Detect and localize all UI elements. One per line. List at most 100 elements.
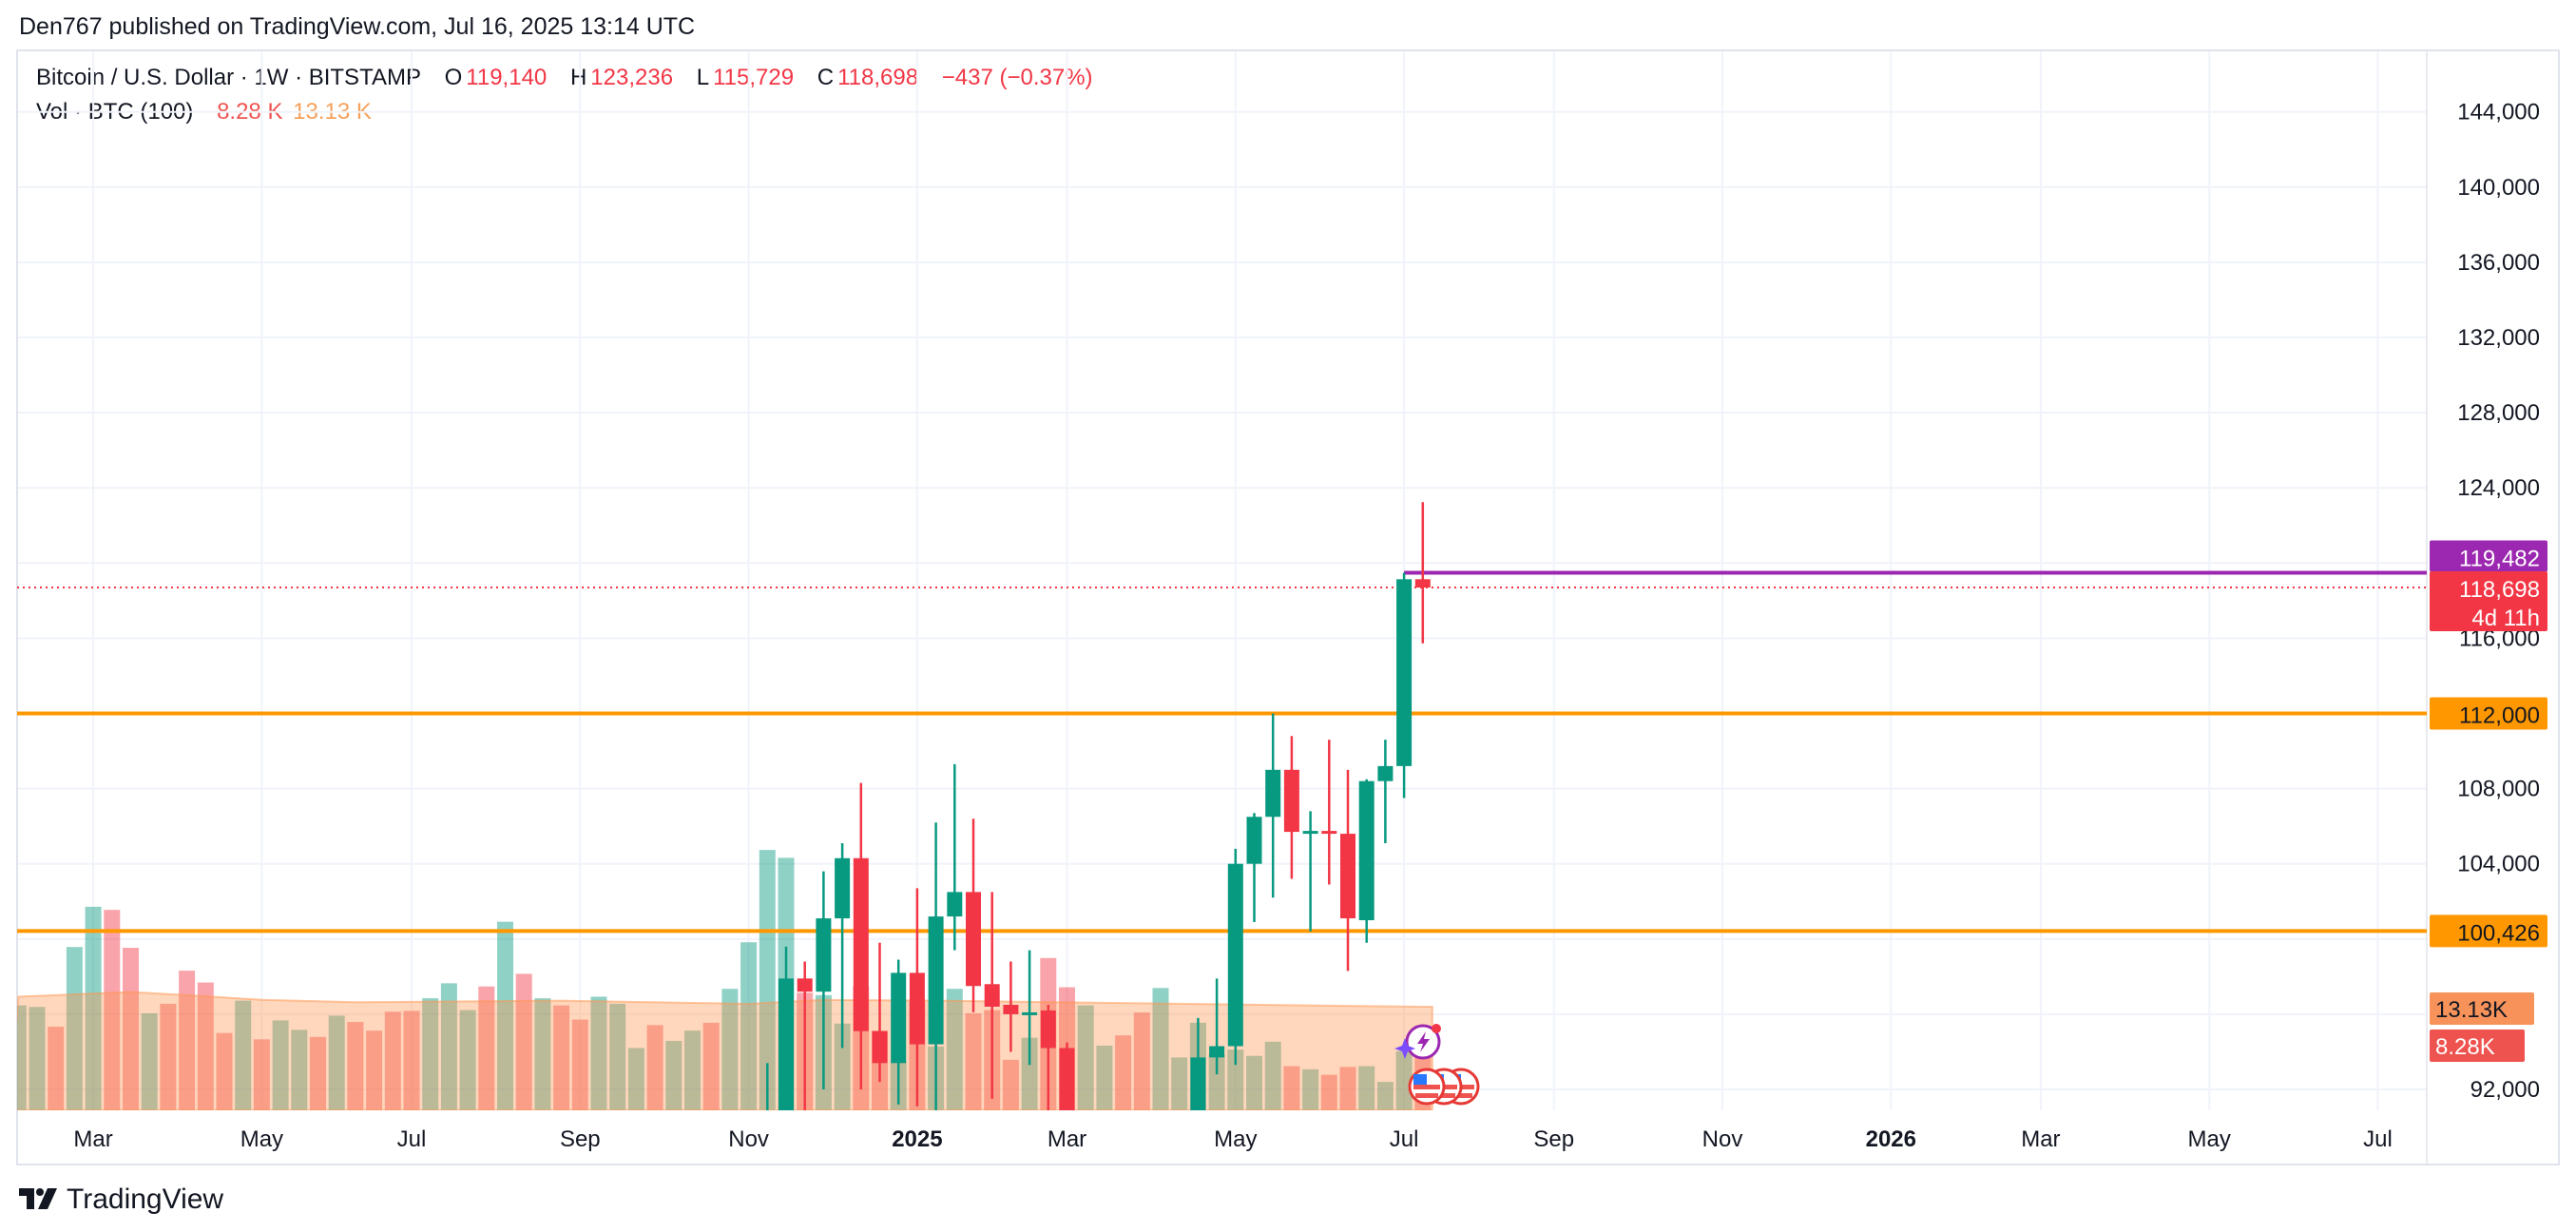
economic-events[interactable] [1408, 1068, 1480, 1106]
volume-bar [141, 1012, 158, 1110]
candle-body [1227, 863, 1243, 1047]
grid-lines [17, 50, 2427, 1110]
low-label: L [696, 65, 710, 90]
candle[interactable] [891, 959, 907, 1105]
candle-body [1059, 1048, 1075, 1110]
volume-bar [422, 998, 439, 1110]
candle[interactable] [984, 892, 1000, 1099]
candle[interactable] [797, 961, 813, 1110]
volume-bar [366, 1030, 383, 1110]
candle-body [1302, 831, 1318, 835]
volume-bar [702, 1022, 720, 1110]
candle[interactable] [1209, 978, 1225, 1075]
last-price-badge-bg [2430, 571, 2547, 632]
time-tick-label: Jul [1390, 1126, 1419, 1152]
candle[interactable] [1377, 740, 1394, 843]
level-badge-support[interactable]: 100,426 [2430, 914, 2547, 948]
level-badge-support-bg [2430, 914, 2547, 948]
candle[interactable] [1190, 1017, 1206, 1110]
candle[interactable] [1396, 572, 1413, 799]
us-flag-event-icon[interactable] [1408, 1068, 1446, 1106]
candle[interactable] [966, 818, 981, 1012]
volume-bar [291, 1030, 308, 1110]
candle[interactable] [1302, 811, 1318, 932]
flag-stripe [1415, 1093, 1438, 1098]
last-price-badge[interactable]: 118,698 4d 11h [2430, 571, 2547, 632]
candle[interactable] [1040, 1005, 1056, 1110]
candle[interactable] [1059, 1042, 1075, 1110]
volume-bar [665, 1040, 682, 1110]
price-tick-label: 128,000 [2457, 400, 2540, 426]
candle[interactable] [947, 763, 963, 951]
volume-bar [29, 1007, 46, 1110]
time-tick-label: Mar [2021, 1126, 2060, 1152]
volume-bar [104, 910, 121, 1110]
level-badge-resistance[interactable]: 112,000 [2430, 697, 2547, 730]
candle[interactable] [1358, 779, 1375, 943]
volume-ma-badge: 13.13K [2430, 992, 2534, 1025]
time-axis[interactable]: Mar May Jul Sep Nov 2025 Mar May Jul Sep Nov 2026 Ma… [73, 1126, 2392, 1152]
volume-bar [179, 971, 196, 1110]
price-tick-label: 124,000 [2457, 475, 2540, 501]
volume-bar [965, 1012, 982, 1110]
candle-body [1414, 579, 1431, 588]
close-value: 118,698 [837, 65, 919, 90]
time-tick-label: May [2188, 1126, 2231, 1152]
volume-bar [609, 1003, 626, 1110]
candle[interactable] [1321, 740, 1337, 885]
candle-body [1003, 1005, 1019, 1014]
volume-bar [440, 983, 457, 1110]
volume-bar [1152, 988, 1169, 1110]
high-line-badge-bg [2430, 540, 2547, 572]
candle[interactable] [1283, 736, 1299, 879]
volume-bar [1320, 1074, 1337, 1110]
event-icons[interactable] [1394, 1024, 1441, 1060]
volume-bar [310, 1036, 326, 1110]
candle[interactable] [779, 946, 794, 1110]
volume-badge: 8.28K [2430, 1030, 2525, 1062]
candle[interactable] [1227, 848, 1243, 1066]
chart-frame [16, 49, 2560, 1165]
volume-bar [85, 906, 102, 1110]
volume-bar [123, 948, 139, 1110]
candle-body [1022, 1011, 1038, 1015]
candle[interactable] [909, 888, 925, 1107]
candle[interactable] [1414, 502, 1431, 644]
candle-body [947, 892, 963, 917]
level-badge-resistance-bg [2430, 697, 2547, 730]
high-line-badge-text: 119,482 [2459, 547, 2540, 572]
volume-bar [590, 996, 607, 1110]
candle[interactable] [1265, 713, 1281, 898]
volume-bar [347, 1022, 364, 1110]
high-line-badge[interactable]: 119,482 [2430, 540, 2547, 572]
level-badge-resistance-text: 112,000 [2459, 703, 2540, 729]
price-tick-label: 140,000 [2457, 175, 2540, 201]
volume-bar [17, 1005, 27, 1110]
candle-body [1265, 769, 1281, 818]
candle[interactable] [853, 782, 869, 1089]
price-tick-label: 144,000 [2457, 100, 2540, 125]
candle[interactable] [816, 871, 832, 1089]
candle[interactable] [928, 822, 944, 1110]
candle[interactable] [1022, 950, 1038, 1066]
volume-bar [403, 1011, 420, 1110]
volume-bar [1208, 1054, 1225, 1110]
volume-bar [1227, 1049, 1244, 1110]
candle[interactable] [1246, 813, 1262, 923]
ideas-lightning-icon[interactable] [1394, 1024, 1441, 1060]
price-tick-label: 136,000 [2457, 250, 2540, 276]
time-tick-label: Sep [1533, 1126, 1574, 1152]
low-value: 115,729 [713, 65, 795, 90]
volume-bar [1283, 1066, 1300, 1110]
candle[interactable] [872, 942, 888, 1083]
volume-bar [515, 973, 532, 1110]
candle[interactable] [1003, 961, 1019, 1052]
candle[interactable] [1340, 769, 1355, 972]
tradingview-logo[interactable]: TradingView [19, 1184, 223, 1216]
symbol-name[interactable]: Bitcoin / U.S. Dollar · 1W · BITSTAMP [36, 65, 421, 90]
volume-bar [497, 921, 513, 1110]
candle-body [797, 978, 813, 992]
candle[interactable] [835, 842, 851, 1049]
close-label: C [817, 65, 835, 90]
